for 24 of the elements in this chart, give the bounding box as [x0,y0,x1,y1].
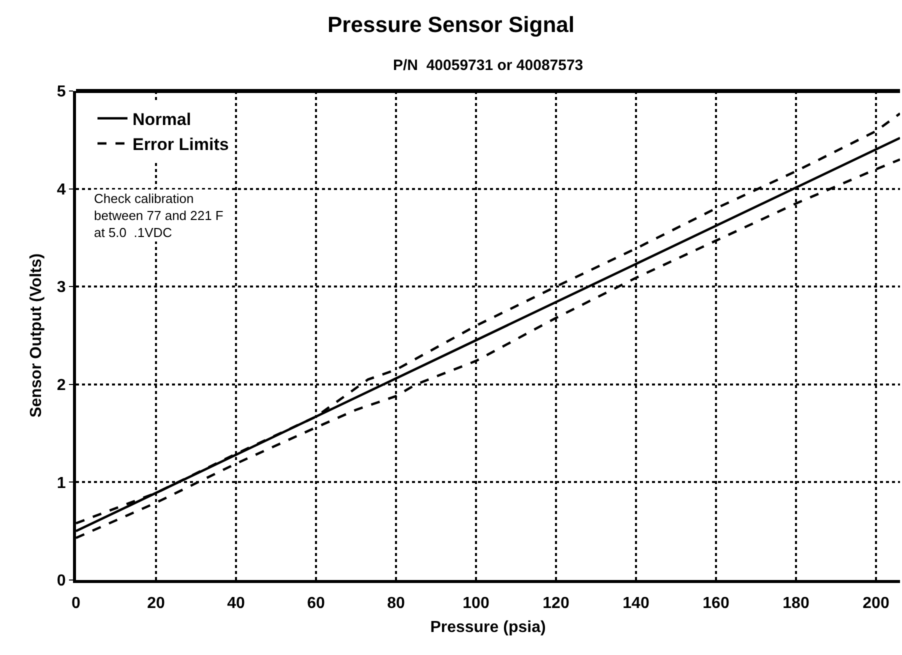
x-tick-label: 160 [702,595,730,612]
x-axis-title: Pressure (psia) [430,618,546,636]
x-tick-label: 0 [72,595,81,612]
chart-subtitle: P/N 40059731 or 40087573 [393,57,584,74]
x-tick-label: 60 [307,595,325,612]
x-tick-label: 20 [147,595,165,612]
x-tick-label: 120 [542,595,570,612]
x-tick-label: 80 [387,595,405,612]
y-tick-label: 5 [56,84,66,101]
x-tick-label: 140 [622,595,650,612]
annotation: Check calibration between 77 and 221 F at 5.0 .1VDC [94,191,224,240]
y-axis-title: Sensor Output (Volts) [28,253,45,418]
legend-label: Error Limits [132,135,229,154]
y-tick-label: 3 [56,279,66,296]
x-tick-label: 180 [782,595,810,612]
y-tick-label: 4 [56,181,66,198]
y-tick-label: 1 [56,474,66,492]
y-tick-label: 0 [56,572,66,590]
x-tick-label: 40 [227,595,245,612]
x-tick-label: 200 [862,595,890,612]
legend-label: Normal [132,110,192,129]
y-tick-label: 2 [56,377,66,394]
x-tick-label: 100 [462,595,490,612]
chart-title: Pressure Sensor Signal [328,12,574,37]
